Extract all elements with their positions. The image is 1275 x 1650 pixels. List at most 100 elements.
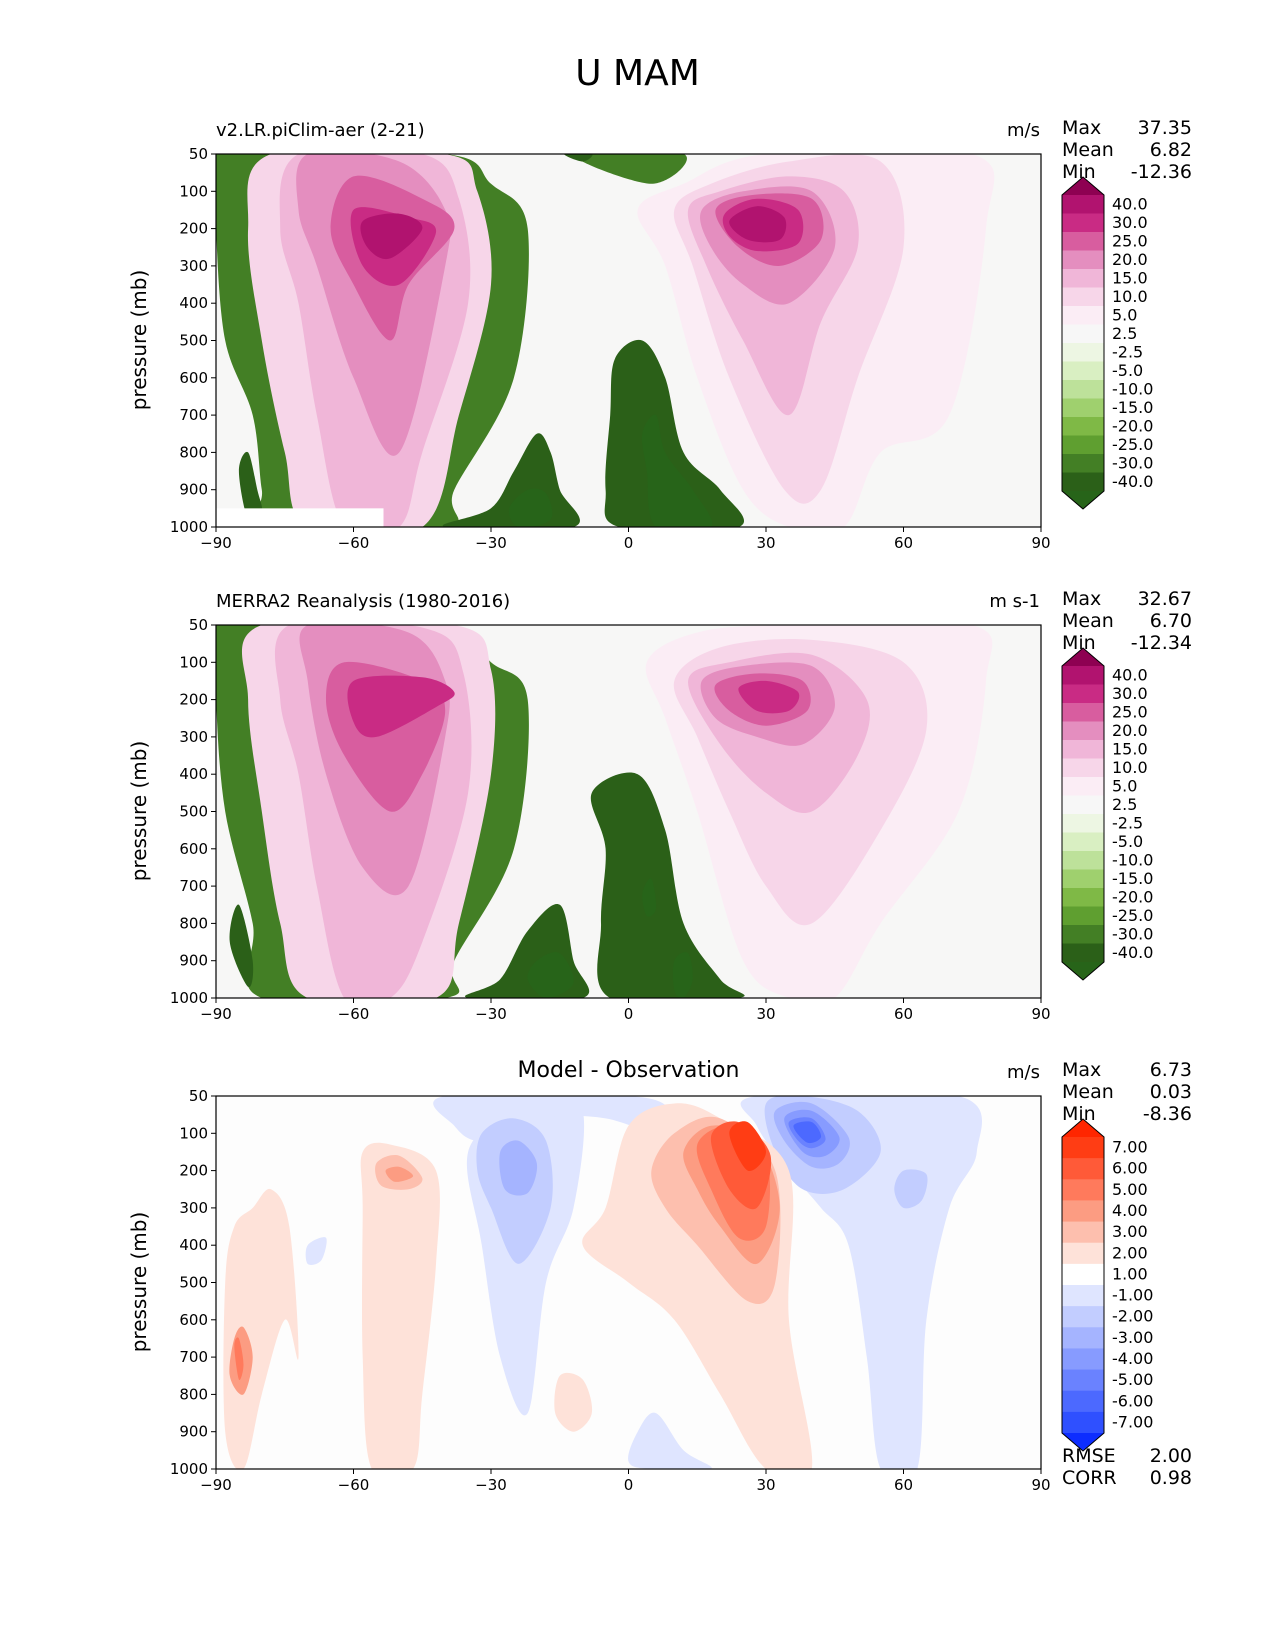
x-tick-label: −30 — [475, 534, 507, 552]
panel-units: m/s — [1007, 1062, 1040, 1083]
contour-region — [604, 339, 745, 527]
colorbar-label: -15.0 — [1112, 398, 1153, 417]
stat-min: Min -8.36 — [1062, 1103, 1192, 1125]
stat-label: CORR — [1062, 1467, 1117, 1489]
colorbar: 40.030.025.020.015.010.05.02.5-2.5-5.0-1… — [1061, 647, 1153, 981]
stat-label: Max — [1062, 588, 1102, 610]
stat-max: Max 32.67 — [1062, 588, 1192, 610]
colorbar-label: -4.00 — [1112, 1349, 1153, 1368]
colorbar-swatch — [1062, 1369, 1104, 1392]
panel-model: v2.LR.piClim-aer (2-21) m/s pressure (mb… — [0, 0, 1275, 552]
contour-region — [564, 154, 593, 162]
colorbar-outline — [1061, 176, 1105, 510]
y-tick-label: 600 — [179, 369, 208, 387]
colorbar-swatch — [1062, 684, 1104, 704]
colorbar-swatch — [1062, 1348, 1104, 1371]
x-tick-label: −30 — [475, 1476, 507, 1494]
colorbar-label: 2.00 — [1112, 1243, 1148, 1262]
colorbar-swatch — [1062, 832, 1104, 852]
colorbar-label: 2.5 — [1112, 795, 1137, 814]
contour-region — [641, 414, 713, 527]
error-stats-block: RMSE 2.00 CORR 0.98 — [1062, 1445, 1192, 1489]
y-tick-label: 700 — [179, 1348, 208, 1366]
stat-corr: CORR 0.98 — [1062, 1467, 1192, 1489]
colorbar-label: 7.00 — [1112, 1138, 1148, 1157]
colorbar-swatch — [1062, 666, 1104, 685]
stats-block: Max 32.67 Mean 6.70 Min -12.34 — [1062, 588, 1192, 654]
y-tick-label: 300 — [179, 1199, 208, 1217]
contour-region — [508, 488, 553, 527]
colorbar-swatch — [1062, 721, 1104, 741]
colorbar-label: -25.0 — [1112, 906, 1153, 925]
colorbar-label: 40.0 — [1112, 665, 1148, 684]
colorbar-label: 15.0 — [1112, 268, 1148, 287]
stat-value: 32.67 — [1137, 588, 1192, 610]
colorbar-swatch — [1062, 925, 1104, 944]
contour-region — [347, 675, 455, 738]
colorbar-swatch — [1062, 1390, 1104, 1413]
colorbar-swatch — [1062, 1327, 1104, 1349]
contour-region — [229, 904, 254, 988]
y-tick-label: 1000 — [170, 1460, 208, 1478]
colorbar-label: 4.00 — [1112, 1201, 1148, 1220]
panel-units: m/s — [1007, 120, 1040, 141]
x-tick-label: 30 — [756, 1005, 775, 1023]
stat-value: 6.82 — [1149, 139, 1192, 161]
colorbar-swatch — [1062, 795, 1104, 815]
x-tick-label: −60 — [338, 534, 370, 552]
y-tick-label: 700 — [179, 406, 208, 424]
x-tick-label: 60 — [894, 1005, 913, 1023]
colorbar-label: 10.0 — [1112, 287, 1148, 306]
y-tick-label: 50 — [189, 616, 208, 634]
contour-fill-group — [216, 154, 1041, 527]
colorbar-swatch — [1062, 454, 1104, 473]
colorbar-label: 1.00 — [1112, 1264, 1148, 1283]
colorbar-label: -7.00 — [1112, 1412, 1153, 1431]
contour-region — [360, 1142, 440, 1469]
colorbar-swatch — [1062, 250, 1104, 270]
stat-rmse: RMSE 2.00 — [1062, 1445, 1192, 1467]
y-tick-label: 200 — [179, 1162, 208, 1180]
x-tick-label: 0 — [624, 1476, 634, 1494]
x-tick-label: −90 — [200, 534, 232, 552]
colorbar-label: 20.0 — [1112, 721, 1148, 740]
x-tick-label: −30 — [475, 1005, 507, 1023]
stat-mean: Mean 6.70 — [1062, 610, 1192, 632]
colorbar-label: -20.0 — [1112, 416, 1153, 435]
colorbar-label: -10.0 — [1112, 850, 1153, 869]
colorbar-swatch — [1062, 287, 1104, 307]
stat-value: 6.73 — [1149, 1059, 1192, 1081]
y-tick-label: 1000 — [170, 989, 208, 1007]
colorbar-label: 40.0 — [1112, 194, 1148, 213]
colorbar-swatch — [1062, 888, 1104, 907]
colorbar-swatch — [1062, 1263, 1104, 1286]
contour-region — [729, 206, 787, 243]
colorbar-label: 30.0 — [1112, 213, 1148, 232]
colorbar-label: -10.0 — [1112, 379, 1153, 398]
colorbar-label: -30.0 — [1112, 924, 1153, 943]
contour-region — [305, 1237, 327, 1265]
contour-region — [628, 1412, 712, 1469]
panel-units: m s-1 — [989, 591, 1040, 612]
colorbar-swatch — [1062, 361, 1104, 381]
colorbar-extension-top — [1062, 648, 1104, 666]
colorbar-label: 30.0 — [1112, 684, 1148, 703]
y-tick-label: 900 — [179, 1423, 208, 1441]
y-tick-label: 500 — [179, 332, 208, 350]
y-tick-label: 50 — [189, 1087, 208, 1105]
stat-max: Max 6.73 — [1062, 1059, 1192, 1081]
y-tick-label: 700 — [179, 877, 208, 895]
colorbar-label: -40.0 — [1112, 472, 1153, 491]
stat-label: Min — [1062, 161, 1096, 183]
colorbar-label: -2.00 — [1112, 1307, 1153, 1326]
stat-value: -8.36 — [1142, 1103, 1192, 1125]
colorbar-label: 5.0 — [1112, 776, 1137, 795]
x-tick-label: 30 — [756, 534, 775, 552]
colorbar-swatch — [1062, 324, 1104, 344]
colorbar-extension-bottom — [1062, 1433, 1104, 1451]
stat-max: Max 37.35 — [1062, 117, 1192, 139]
stat-value: 6.70 — [1149, 610, 1192, 632]
stat-value: 0.98 — [1149, 1467, 1192, 1489]
colorbar-label: -1.00 — [1112, 1286, 1153, 1305]
y-tick-label: 600 — [179, 1311, 208, 1329]
